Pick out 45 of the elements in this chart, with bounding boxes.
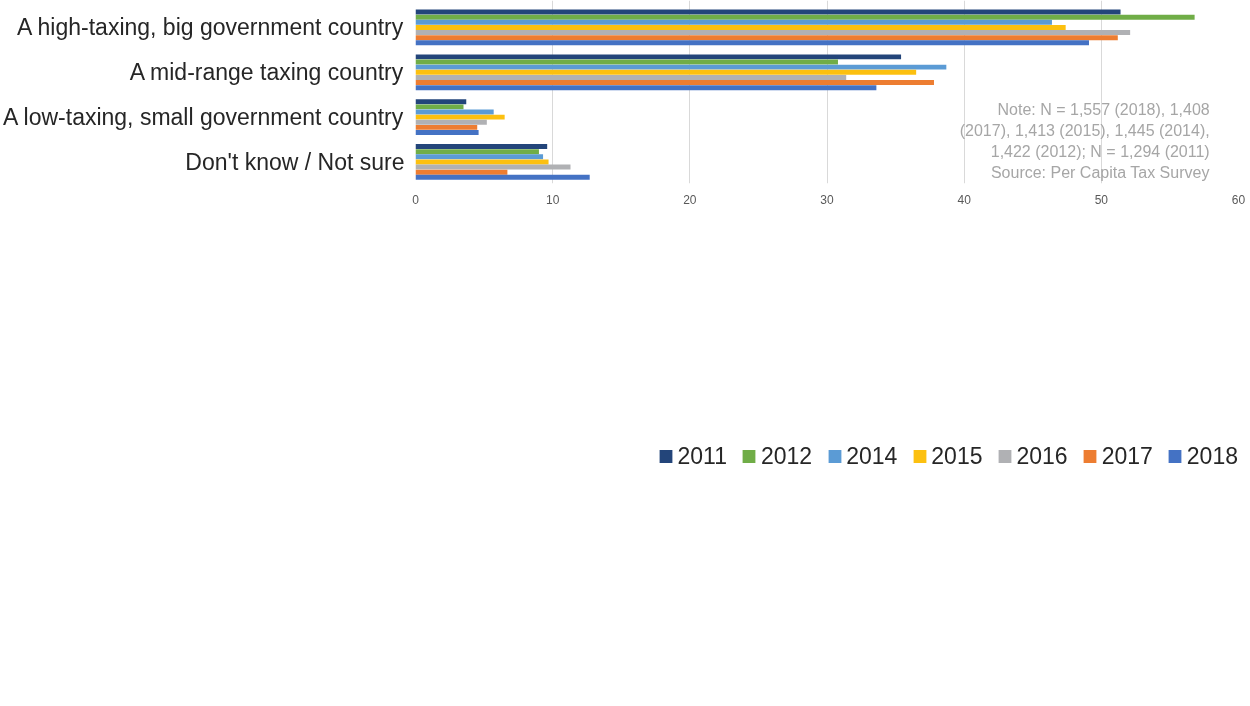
legend-label: 2011 (677, 442, 727, 470)
bar (415, 164, 571, 170)
bar (415, 154, 544, 160)
y-tick-label: A mid-range taxing country (129, 59, 404, 86)
bar (415, 85, 877, 91)
x-tick-label: 10 (545, 192, 560, 207)
legend-label: 2015 (931, 442, 983, 470)
y-tick-label: Don't know / Not sure (185, 148, 405, 175)
bar (415, 99, 467, 105)
legend-label: 2016 (1016, 442, 1068, 470)
legend-label: 2014 (846, 442, 898, 470)
bar (415, 174, 590, 180)
bar (415, 114, 505, 120)
bar (415, 159, 549, 165)
x-tick-label: 40 (957, 192, 972, 207)
bar (415, 130, 479, 135)
bar (415, 40, 1089, 46)
x-tick-label: 30 (820, 192, 834, 207)
y-tick-label: A low-taxing, small government country (3, 104, 404, 131)
bar (415, 9, 1121, 15)
x-tick-label: 50 (1094, 192, 1109, 207)
bar (415, 69, 917, 75)
legend-label: 2017 (1101, 442, 1153, 470)
bar (415, 169, 508, 175)
bar (415, 124, 478, 130)
bar (415, 14, 1195, 20)
bar (415, 64, 947, 70)
bar (415, 19, 1052, 25)
bar (415, 144, 548, 150)
bar (415, 80, 934, 85)
x-tick-label: 20 (683, 192, 697, 207)
bar (415, 24, 1066, 30)
x-tick-label: 60 (1231, 192, 1246, 207)
y-tick-label: A high-taxing, big government country (17, 14, 404, 41)
bar (415, 104, 464, 110)
annotation: Note: N = 1,557 (2018), 1,408 (2017), 1,413 (2015), 1,445 (2014), 1,422 (2012); N = 1,294 (2011) Source: Per Capita Tax Survey (959, 100, 1210, 182)
legend-label: 2018 (1186, 442, 1238, 470)
bar (415, 54, 902, 60)
legend-label: 2012 (760, 442, 813, 470)
bar (415, 74, 847, 80)
x-tick-label: 0 (412, 192, 420, 207)
bar (415, 119, 487, 125)
bar (415, 30, 1131, 36)
bar (415, 35, 1118, 41)
bar (415, 149, 539, 155)
